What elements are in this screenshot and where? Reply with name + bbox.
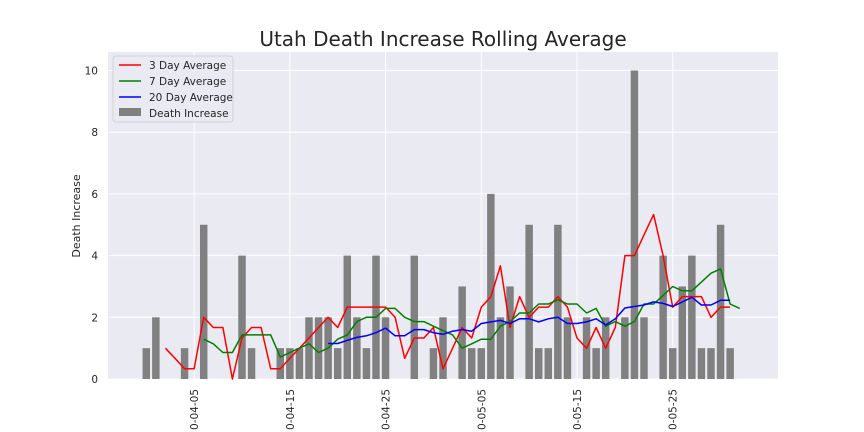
legend-label-death-increase: Death Increase: [149, 108, 229, 120]
bar-death-increase: [668, 348, 677, 379]
y-tick-label: 0: [91, 374, 98, 386]
bar-death-increase: [458, 286, 466, 379]
legend-label-20day: 20 Day Average: [149, 92, 233, 104]
bar-death-increase: [688, 255, 696, 379]
y-tick-label: 6: [91, 189, 98, 201]
legend-box: [112, 55, 234, 123]
bar-death-increase: [286, 348, 294, 379]
bar-death-increase: [544, 348, 553, 379]
bar-death-increase: [353, 317, 361, 379]
line-20-day-average: [328, 296, 731, 345]
bar-death-increase: [343, 255, 352, 379]
bar-death-increase: [381, 317, 390, 379]
bar-death-increase: [640, 317, 648, 379]
bar-death-increase: [592, 348, 600, 379]
bar-death-increase: [180, 348, 189, 379]
legend-label-3day: 3 Day Average: [149, 60, 226, 72]
bar-death-increase: [563, 317, 572, 379]
y-tick-label: 10: [85, 66, 98, 78]
y-ticks: 0 2 4 6 8 10: [85, 66, 99, 386]
bar-death-increase: [707, 348, 715, 379]
x-tick-label: 0-04-25: [381, 389, 393, 430]
x-tick-label: 0-04-15: [285, 389, 297, 430]
bar-death-increase: [439, 317, 447, 379]
bar-death-increase: [554, 224, 562, 379]
bar-death-increase: [630, 70, 639, 380]
bar-death-increase: [362, 348, 371, 379]
bar-death-increase: [429, 348, 438, 379]
y-tick-label: 8: [91, 127, 98, 139]
bar-death-increase: [305, 317, 313, 379]
line-7-day-average: [203, 268, 741, 358]
bar-death-increase: [467, 348, 476, 379]
bar-death-increase: [276, 348, 285, 379]
legend-label-7day: 7 Day Average: [149, 76, 226, 88]
bar-death-increase: [659, 255, 667, 379]
bar-death-increase: [142, 348, 151, 379]
bar-death-increase: [477, 348, 486, 379]
x-tick-label: 0-05-15: [572, 389, 584, 430]
bar-death-increase: [314, 317, 323, 379]
bar-death-increase: [534, 348, 543, 379]
bar-death-increase: [247, 348, 256, 379]
legend-swatch-death-increase: [119, 108, 141, 116]
bar-death-increase: [506, 286, 514, 379]
bar-death-increase: [525, 224, 533, 379]
bar-death-increase: [410, 255, 419, 379]
bar-death-increase: [152, 317, 160, 379]
y-axis-label: Death Increase: [70, 174, 83, 258]
chart-title: Utah Death Increase Rolling Average: [259, 27, 626, 51]
legend: 3 Day Average 7 Day Average 20 Day Avera…: [112, 55, 234, 123]
bar-death-increase: [238, 255, 246, 379]
x-tick-label: 0-05-25: [668, 389, 680, 430]
line-3-day-average: [164, 213, 731, 380]
bar-death-increase: [726, 348, 734, 379]
y-tick-label: 2: [91, 312, 98, 324]
bar-death-increase: [678, 286, 687, 379]
bar-death-increase: [199, 224, 208, 379]
bar-death-increase: [487, 193, 495, 379]
bar-death-increase: [295, 348, 304, 379]
bars: [142, 70, 734, 380]
bar-death-increase: [716, 224, 725, 379]
bar-death-increase: [621, 317, 629, 379]
bar-death-increase: [333, 348, 342, 379]
lines: [164, 213, 741, 380]
bar-death-increase: [697, 348, 706, 379]
x-tick-label: 0-05-05: [476, 389, 488, 430]
x-tick-label: 0-04-05: [189, 389, 201, 430]
y-tick-label: 4: [91, 251, 98, 263]
x-ticks: 0-04-05 0-04-15 0-04-25 0-05-05 0-05-15 0-05-…: [189, 389, 680, 430]
bar-death-increase: [496, 317, 505, 379]
